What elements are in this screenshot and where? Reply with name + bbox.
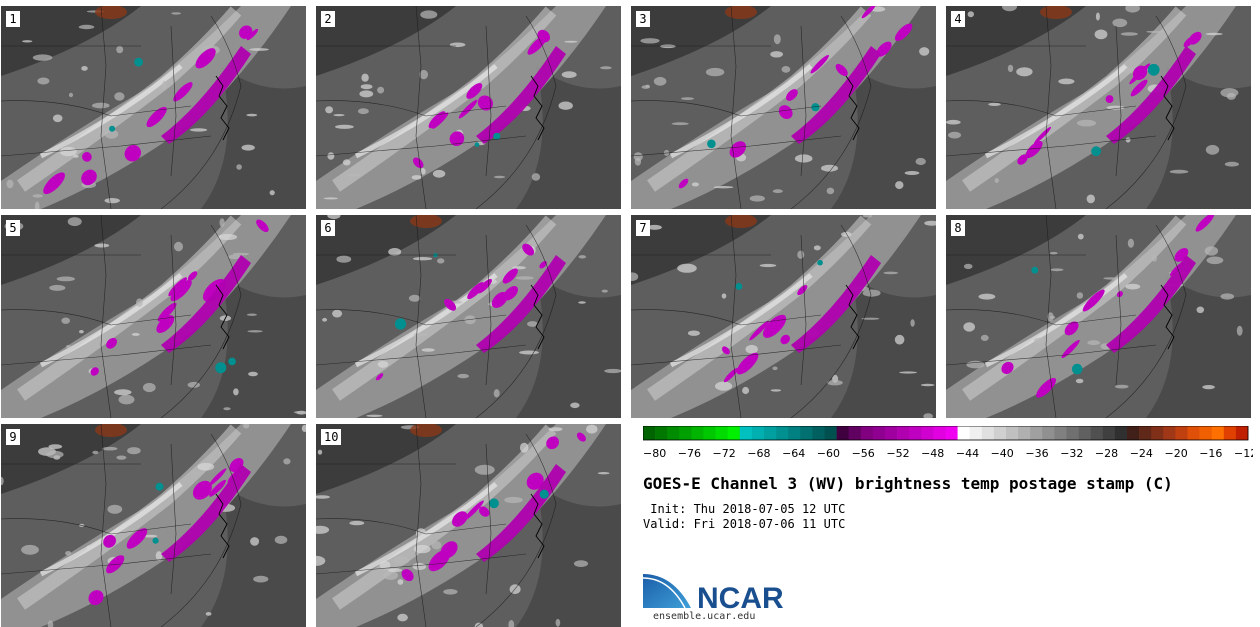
colorbar-swatch <box>1151 426 1164 440</box>
colorbar-swatch <box>945 426 958 440</box>
colorbar-swatch <box>739 426 753 440</box>
colorbar-tick-label: −60 <box>817 447 840 460</box>
colorbar-tick-label: −16 <box>1199 447 1222 460</box>
stamp-panel: 4 <box>946 6 1251 209</box>
colorbar-tick-label: −32 <box>1060 447 1083 460</box>
colorbar-swatch <box>933 426 946 440</box>
colorbar-swatch <box>969 426 983 440</box>
colorbar-swatch <box>1127 426 1140 440</box>
stamp-panel: 1 <box>1 6 306 209</box>
colorbar-swatch <box>727 426 741 440</box>
stamp-panel: 7 <box>631 215 936 418</box>
colorbar-swatch <box>788 426 801 440</box>
colorbar-swatch <box>1235 426 1249 440</box>
stamp-panel: 2 <box>316 6 621 209</box>
colorbar-swatch <box>848 426 862 440</box>
colorbar-tick-label: −80 <box>643 447 666 460</box>
colorbar-swatch <box>764 426 777 440</box>
colorbar-swatch <box>1066 426 1079 440</box>
colorbar-swatch <box>1187 426 1200 440</box>
colorbar-swatch <box>1042 426 1055 440</box>
colorbar-swatch <box>1006 426 1019 440</box>
colorbar-swatch <box>1078 426 1091 440</box>
stamp-panel: 5 <box>1 215 306 418</box>
colorbar-swatch <box>981 426 995 440</box>
colorbar-tick-label: −20 <box>1165 447 1188 460</box>
colorbar-swatch <box>921 426 934 440</box>
colorbar-tick-label: −48 <box>921 447 944 460</box>
colorbar-swatch <box>872 426 886 440</box>
panel-number-label: 6 <box>321 220 335 236</box>
colorbar-swatch <box>1163 426 1176 440</box>
colorbar-tick-label: −56 <box>852 447 875 460</box>
stamp-panel: 8 <box>946 215 1251 418</box>
colorbar-swatch <box>1199 426 1212 440</box>
stamp-panel: 9 <box>1 424 306 627</box>
colorbar-swatch <box>957 426 970 440</box>
colorbar-swatch <box>860 426 874 440</box>
page-title: GOES-E Channel 3 (WV) brightness temp po… <box>643 474 1173 493</box>
colorbar-swatch <box>643 426 656 440</box>
colorbar-swatch <box>1102 426 1116 440</box>
colorbar-swatch <box>1223 426 1237 440</box>
colorbar-swatch <box>1114 426 1128 440</box>
panel-number-label: 2 <box>321 11 335 27</box>
colorbar-swatch <box>1211 426 1225 440</box>
colorbar-swatch <box>909 426 922 440</box>
colorbar-swatch <box>1054 426 1067 440</box>
panel-number-label: 10 <box>321 429 342 445</box>
colorbar-tick-label: −28 <box>1095 447 1118 460</box>
colorbar-tick-label: −12 <box>1234 447 1253 460</box>
colorbar-swatch <box>703 426 716 440</box>
colorbar-swatch <box>812 426 825 440</box>
colorbar-swatch <box>715 426 728 440</box>
colorbar-swatch <box>751 426 765 440</box>
ncar-logo: NCAR <box>643 571 784 612</box>
colorbar-tick-label: −72 <box>713 447 736 460</box>
colorbar-tick-label: −52 <box>886 447 909 460</box>
stamp-panel: 6 <box>316 215 621 418</box>
colorbar-tick-label: −44 <box>956 447 979 460</box>
panel-number-label: 4 <box>951 11 965 27</box>
colorbar-swatch <box>824 426 837 440</box>
colorbar-swatch <box>1018 426 1031 440</box>
colorbar: −80 −76 −72 −68 −64 −60 −56 −52 −48 −44 −40 −36 −32−… <box>643 426 1253 460</box>
colorbar-swatch <box>655 426 668 440</box>
colorbar-swatch <box>836 426 849 440</box>
colorbar-swatch <box>667 426 680 440</box>
colorbar-tick-label: −68 <box>747 447 770 460</box>
colorbar-swatch <box>1030 426 1043 440</box>
colorbar-swatch <box>1090 426 1104 440</box>
panel-number-label: 1 <box>6 11 20 27</box>
panel-number-label: 7 <box>636 220 650 236</box>
colorbar-swatch <box>897 426 910 440</box>
panel-number-label: 3 <box>636 11 650 27</box>
colorbar-swatch <box>776 426 789 440</box>
site-url: ensemble.ucar.edu <box>653 611 756 622</box>
colorbar-tick-label: −40 <box>991 447 1014 460</box>
colorbar-swatch <box>1175 426 1188 440</box>
panel-number-label: 5 <box>6 220 20 236</box>
stamp-panel: 3 <box>631 6 936 209</box>
panel-number-label: 9 <box>6 429 20 445</box>
colorbar-tick-label: −36 <box>1025 447 1048 460</box>
colorbar-swatch <box>885 426 898 440</box>
colorbar-swatch <box>691 426 704 440</box>
colorbar-swatch <box>679 426 692 440</box>
colorbar-swatch <box>800 426 813 440</box>
init-time: Init: Thu 2018-07-05 12 UTC <box>643 502 846 516</box>
valid-time: Valid: Fri 2018-07-06 11 UTC <box>643 517 846 531</box>
colorbar-tick-label: −24 <box>1130 447 1153 460</box>
colorbar-tick-label: −64 <box>782 447 805 460</box>
colorbar-outline <box>643 426 1249 441</box>
logo-text: NCAR <box>697 582 784 612</box>
colorbar-swatch <box>1139 426 1152 440</box>
colorbar-swatch <box>993 426 1007 440</box>
panel-number-label: 8 <box>951 220 965 236</box>
stamp-panel: 10 <box>316 424 621 627</box>
colorbar-tick-label: −76 <box>678 447 701 460</box>
